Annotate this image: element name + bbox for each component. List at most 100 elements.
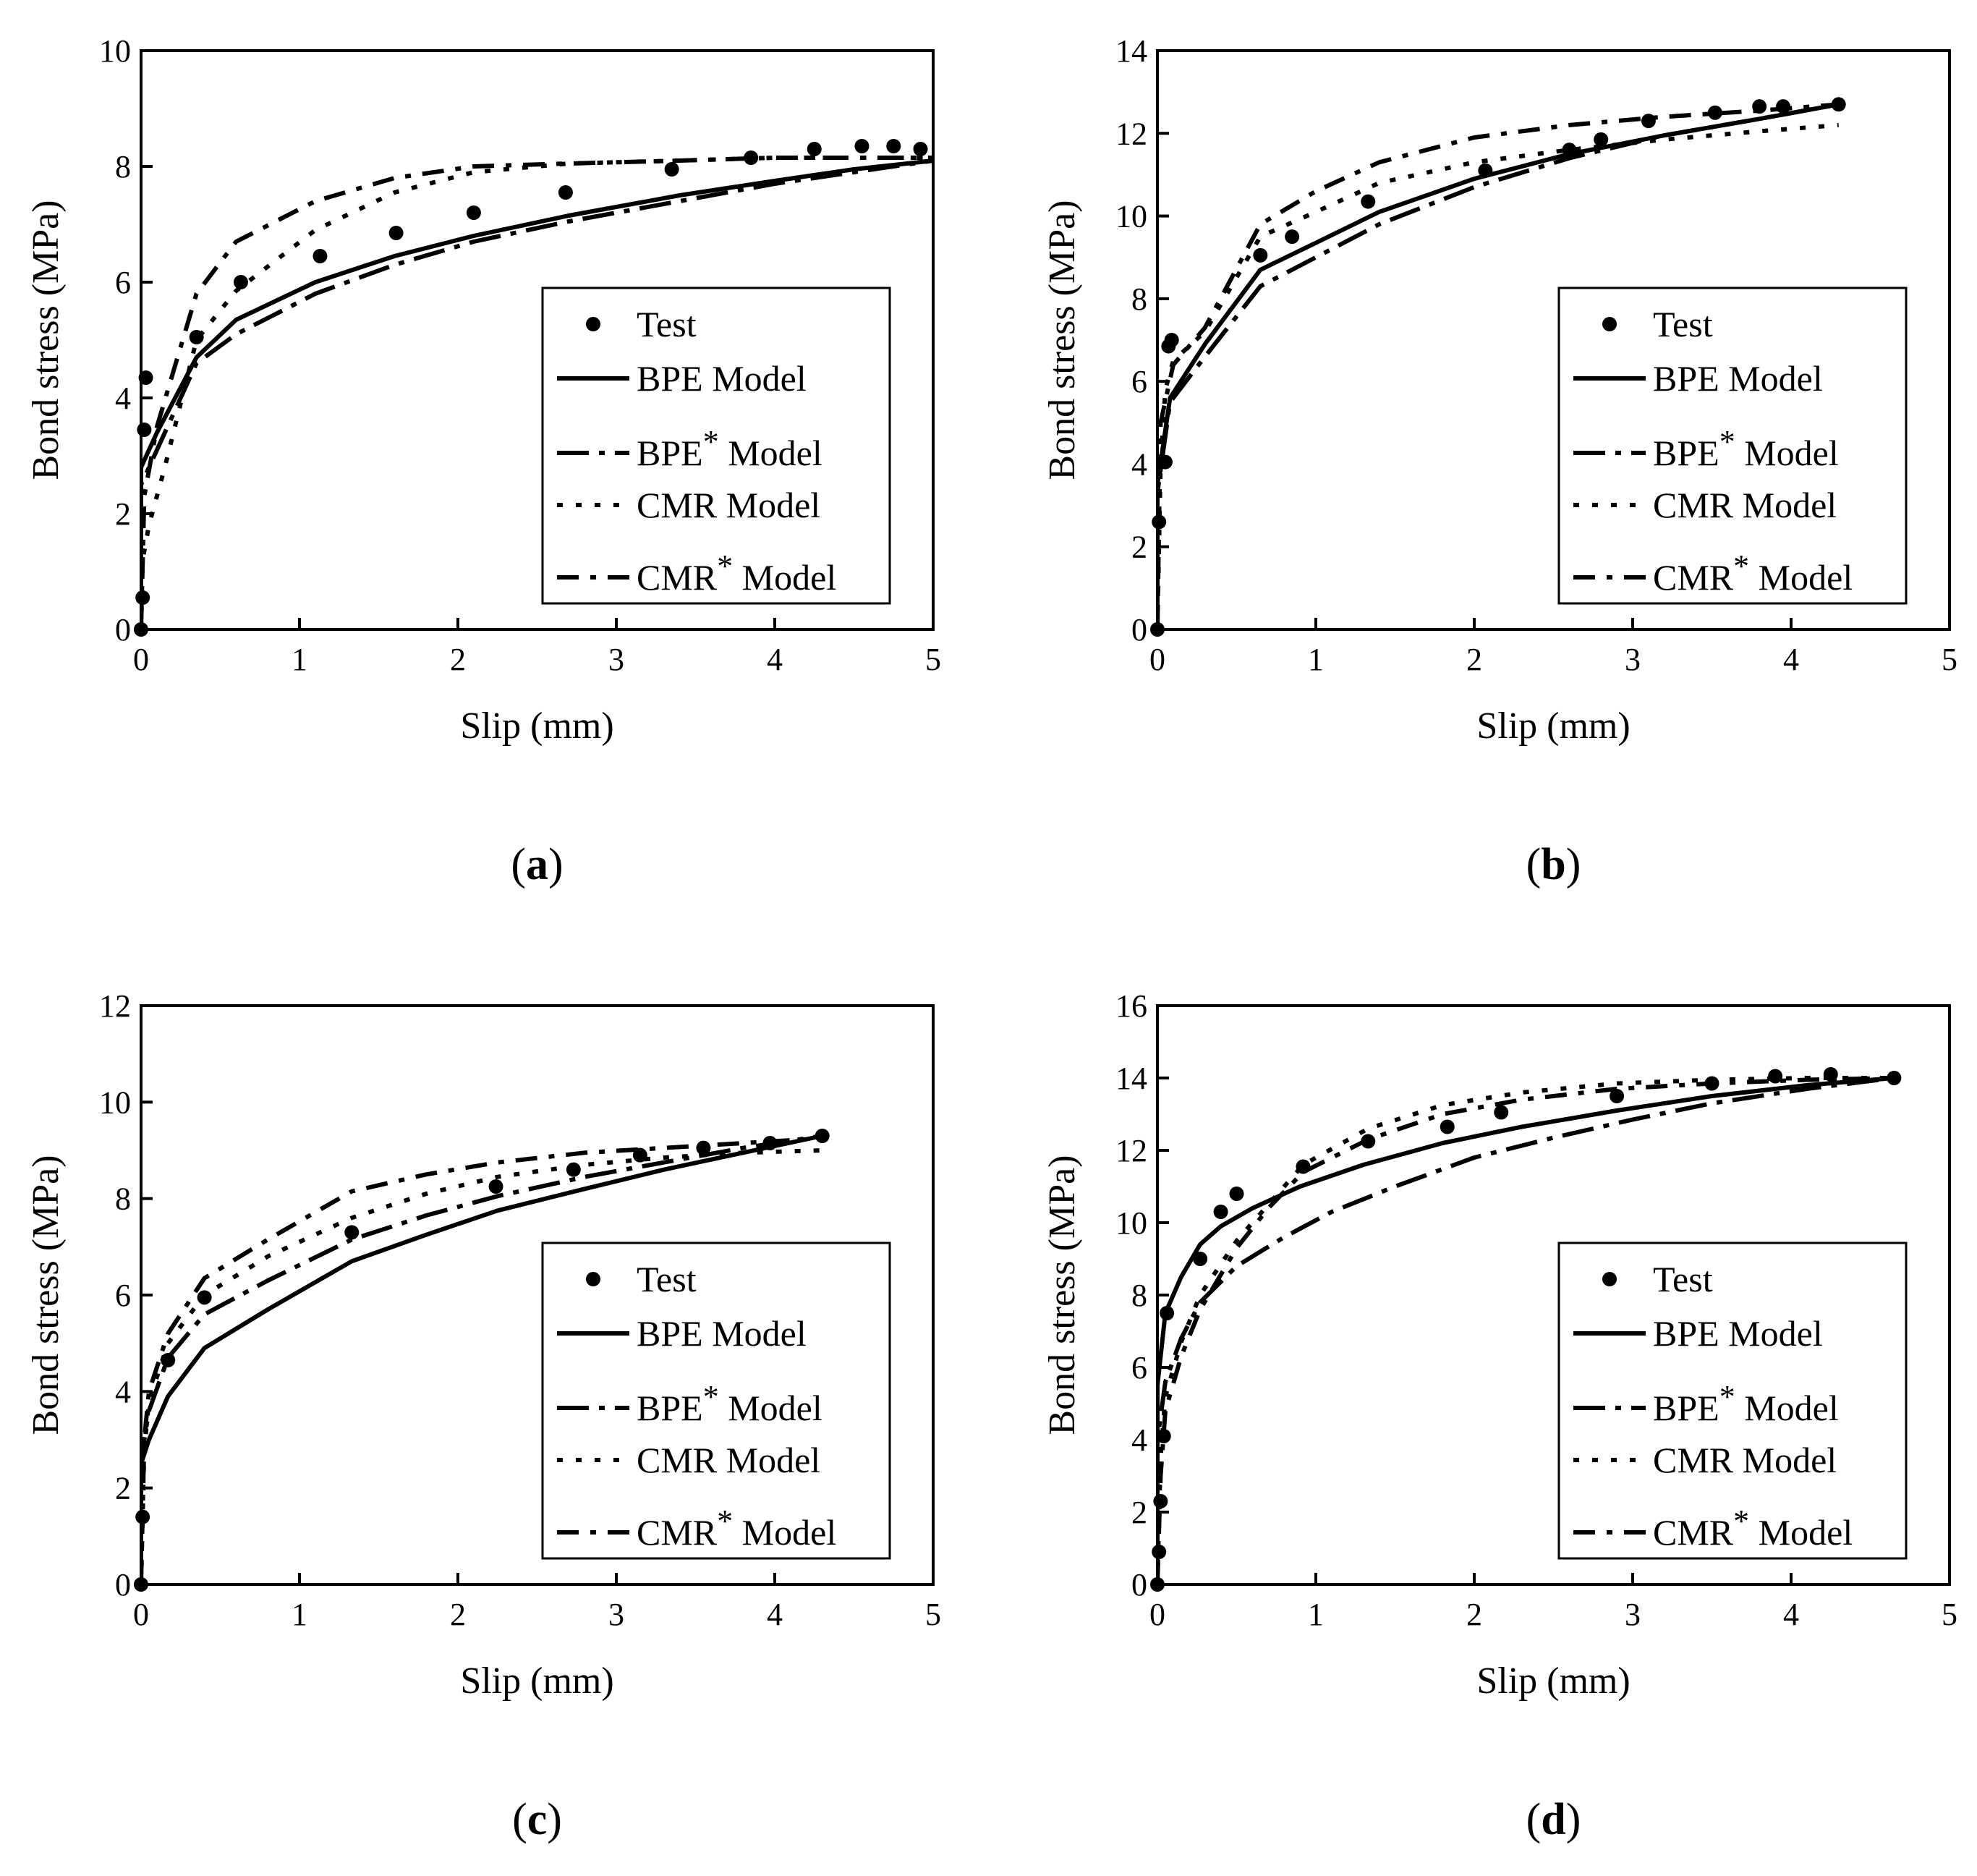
panel-label-letter: d xyxy=(1541,1795,1565,1844)
series-line-cmr-model xyxy=(1157,1076,1895,1584)
y-tick-label: 16 xyxy=(1115,988,1147,1024)
series-line-bpe-star-model xyxy=(1157,1076,1895,1584)
test-point xyxy=(1562,143,1577,158)
test-point xyxy=(1193,1252,1208,1266)
y-tick-label: 10 xyxy=(1115,1205,1147,1241)
x-tick-label: 3 xyxy=(1625,642,1641,677)
test-point xyxy=(807,142,822,156)
x-tick-label: 0 xyxy=(1149,642,1165,677)
test-point xyxy=(558,185,573,200)
legend: Test BPE Model BPE* Model CMR Model CMR* Mod… xyxy=(541,1242,891,1560)
legend-marker-test xyxy=(586,1272,600,1286)
panel-label-open: ( xyxy=(1526,840,1542,889)
test-point xyxy=(1831,97,1846,112)
y-tick-label: 2 xyxy=(115,1471,131,1506)
x-tick-label: 3 xyxy=(608,1597,624,1632)
series-line-cmr-model xyxy=(141,1148,822,1584)
test-point xyxy=(197,1290,212,1305)
y-tick-label: 6 xyxy=(1131,1350,1147,1385)
test-point xyxy=(1150,1577,1165,1592)
legend-box xyxy=(1557,1242,1908,1560)
test-point xyxy=(344,1225,360,1240)
legend-box xyxy=(541,287,891,605)
test-point xyxy=(1704,1076,1719,1091)
test-point xyxy=(1157,454,1173,470)
panel-label-open: ( xyxy=(512,1795,527,1844)
legend-label: Test xyxy=(1653,1259,1713,1299)
test-point xyxy=(1752,99,1767,114)
legend-label: BPE Model xyxy=(637,1313,807,1354)
legend-label: BPE* Model xyxy=(1653,424,1839,473)
series-line-cmr-star-model xyxy=(1157,1076,1895,1584)
y-tick-label: 8 xyxy=(1131,281,1147,317)
x-axis-title: Slip (mm) xyxy=(1476,705,1630,747)
legend: Test BPE Model BPE* Model CMR Model CMR* Mod… xyxy=(1557,1242,1908,1560)
series-line-bpe-model xyxy=(141,158,933,629)
test-point xyxy=(1160,1306,1175,1320)
x-axis-title: Slip (mm) xyxy=(1476,1660,1630,1702)
y-tick-label: 2 xyxy=(1131,530,1147,565)
test-point xyxy=(466,205,481,220)
y-tick-label: 6 xyxy=(115,265,131,300)
test-point xyxy=(1150,622,1165,637)
y-tick-label: 10 xyxy=(99,33,131,69)
legend-label: CMR Model xyxy=(637,485,820,525)
legend-marker-test xyxy=(1602,317,1617,331)
series-line-cmr-model xyxy=(141,156,933,629)
test-point xyxy=(1823,1067,1838,1082)
test-point xyxy=(744,150,759,165)
y-tick-label: 6 xyxy=(115,1278,131,1313)
panel-label: (d) xyxy=(1526,1795,1581,1844)
legend-label: CMR Model xyxy=(1653,485,1837,525)
chart-panel-a: 0 1 2 3 4 5 0 2 4 6 8 10 Slip (mm) Bond stress (MPa) (… xyxy=(25,33,941,889)
test-point xyxy=(815,1129,830,1143)
test-point xyxy=(1253,247,1268,263)
x-tick-label: 3 xyxy=(1625,1597,1641,1632)
panel-label-close: ) xyxy=(1566,840,1581,889)
x-tick-label: 4 xyxy=(1783,642,1799,677)
x-tick-label: 2 xyxy=(1466,1597,1482,1632)
test-point xyxy=(1229,1187,1244,1201)
x-tick-label: 5 xyxy=(925,1597,941,1632)
legend-label: BPE* Model xyxy=(637,424,822,473)
test-point xyxy=(1296,1159,1311,1174)
legend-label: CMR Model xyxy=(1653,1440,1837,1480)
y-tick-label: 2 xyxy=(1131,1495,1147,1530)
panel-label-letter: c xyxy=(527,1795,548,1844)
legend-label: BPE Model xyxy=(637,358,807,399)
y-tick-label: 0 xyxy=(1131,1567,1147,1603)
test-point xyxy=(1164,333,1179,347)
legend-label: CMR* Model xyxy=(1653,548,1853,598)
test-point xyxy=(1707,105,1722,120)
legend-label: CMR Model xyxy=(637,1440,820,1480)
test-point xyxy=(388,226,404,240)
legend-label: BPE Model xyxy=(1653,358,1823,399)
series-line-cmr-star-model xyxy=(141,1136,822,1584)
legend-box xyxy=(1557,287,1908,605)
test-point xyxy=(1285,229,1300,245)
x-tick-label: 3 xyxy=(608,642,624,677)
x-tick-label: 1 xyxy=(1308,1597,1324,1632)
x-tick-label: 5 xyxy=(1942,642,1957,677)
panel-label-open: ( xyxy=(511,840,526,889)
test-point xyxy=(161,1353,176,1367)
panel-label: (a) xyxy=(511,840,563,889)
y-tick-label: 14 xyxy=(1115,33,1147,69)
legend-marker-test xyxy=(586,317,600,331)
test-point xyxy=(1152,514,1167,530)
x-tick-label: 2 xyxy=(1466,642,1482,677)
x-tick-label: 1 xyxy=(1308,642,1324,677)
test-point xyxy=(632,1147,647,1163)
legend-marker-test xyxy=(1602,1272,1617,1286)
panel-label-open: ( xyxy=(1526,1795,1542,1844)
legend-label: CMR* Model xyxy=(637,1503,836,1553)
test-point xyxy=(135,1509,150,1524)
legend-label: Test xyxy=(637,1259,697,1299)
test-point xyxy=(696,1140,711,1155)
test-point xyxy=(854,139,870,153)
series-line-cmr-star-model xyxy=(141,156,933,629)
test-point xyxy=(1361,1134,1376,1149)
